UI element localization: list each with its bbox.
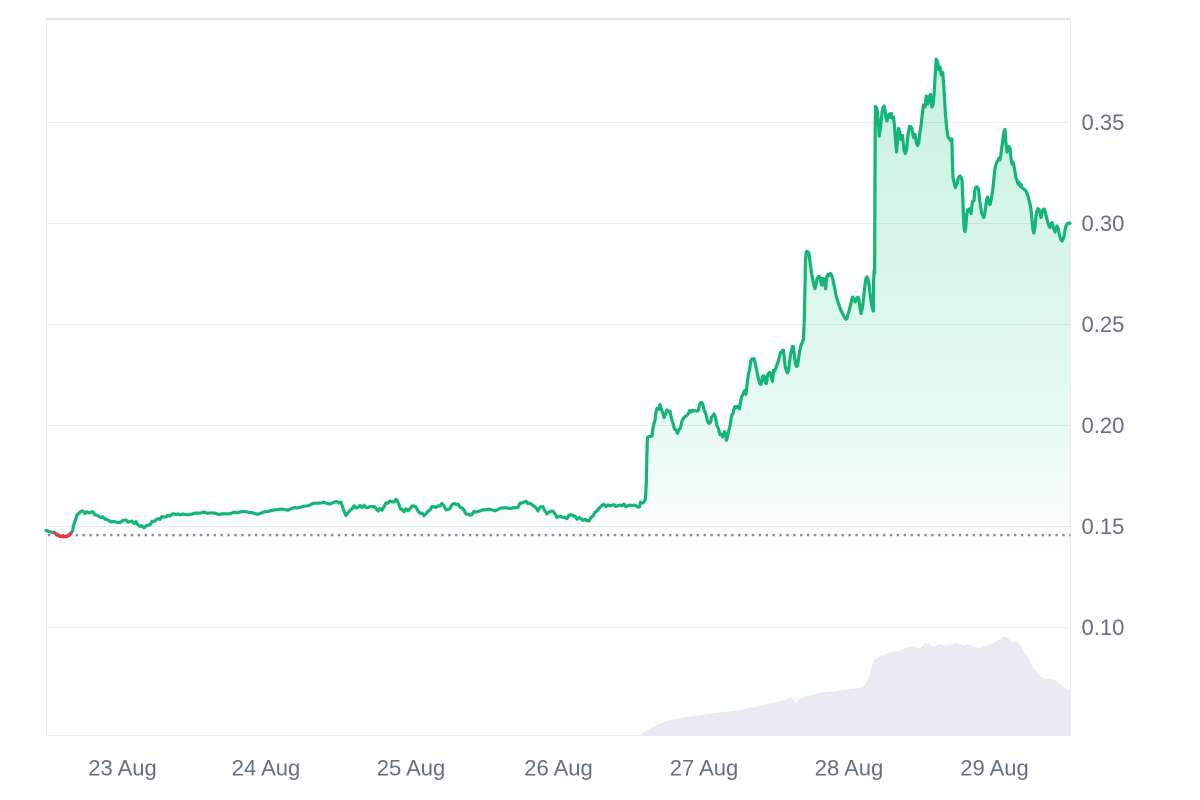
svg-text:0.35: 0.35 xyxy=(1082,110,1125,135)
svg-text:25 Aug: 25 Aug xyxy=(377,756,446,781)
svg-text:27 Aug: 27 Aug xyxy=(670,756,739,781)
svg-text:23 Aug: 23 Aug xyxy=(88,756,157,781)
svg-text:0.25: 0.25 xyxy=(1082,312,1125,337)
svg-text:0.15: 0.15 xyxy=(1082,514,1125,539)
svg-text:0.30: 0.30 xyxy=(1082,211,1125,236)
svg-text:0.10: 0.10 xyxy=(1082,615,1125,640)
svg-text:28 Aug: 28 Aug xyxy=(815,756,884,781)
svg-text:29 Aug: 29 Aug xyxy=(960,756,1029,781)
svg-text:24 Aug: 24 Aug xyxy=(232,756,301,781)
svg-text:26 Aug: 26 Aug xyxy=(524,756,593,781)
svg-text:0.20: 0.20 xyxy=(1082,413,1125,438)
